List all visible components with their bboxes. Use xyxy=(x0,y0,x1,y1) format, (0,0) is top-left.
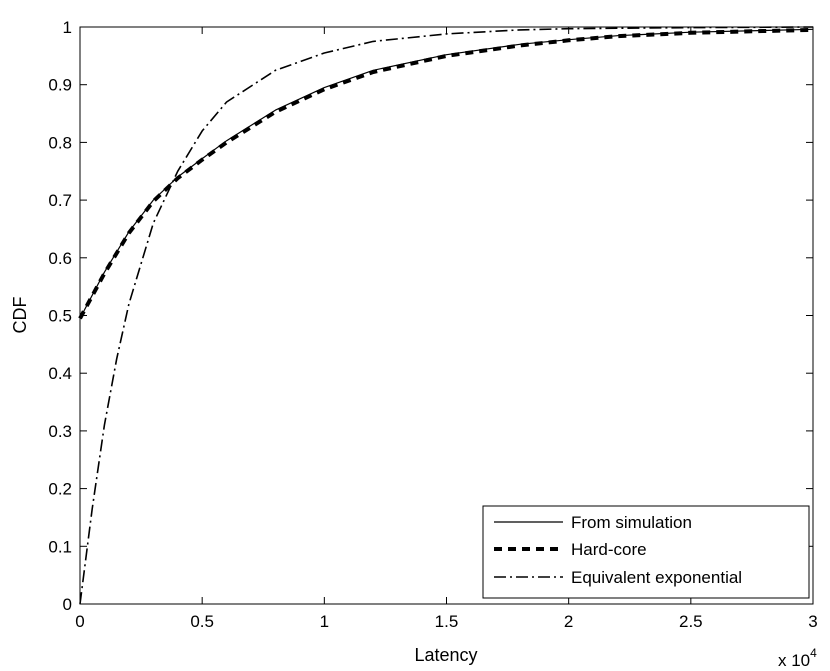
axis-ticks: 0 0.5 1 1.5 2 2.5 3 0 0.1 0.2 0.3 0.4 0.5 0.6 0.7 0.8 0.… xyxy=(48,18,817,631)
legend-label-hard-core: Hard-core xyxy=(571,540,647,559)
x-multiplier-label: x 104 xyxy=(778,646,817,670)
legend-label-from-simulation: From simulation xyxy=(571,513,692,532)
legend: From simulation Hard-core Equivalent exp… xyxy=(482,505,810,599)
x-tick-label: 3 xyxy=(808,612,817,631)
y-tick-label: 0.3 xyxy=(48,422,72,441)
y-tick-label: 0 xyxy=(63,595,72,614)
x-tick-label: 1 xyxy=(320,612,329,631)
y-tick-label: 0.6 xyxy=(48,249,72,268)
series-lines xyxy=(78,26,814,605)
legend-label-equivalent-exponential: Equivalent exponential xyxy=(571,568,742,587)
y-tick-label: 0.4 xyxy=(48,364,72,383)
x-axis-label: Latency xyxy=(414,645,477,665)
y-tick-label: 0.9 xyxy=(48,76,72,95)
x-tick-label: 0 xyxy=(75,612,84,631)
x-tick-label: 2 xyxy=(564,612,573,631)
series-line-equivalent-exponential xyxy=(79,26,814,605)
y-tick-label: 0.8 xyxy=(48,133,72,152)
y-tick-label: 0.2 xyxy=(48,480,72,499)
y-tick-label: 0.5 xyxy=(48,307,72,326)
y-tick-label: 1 xyxy=(63,18,72,37)
x-tick-label: 0.5 xyxy=(190,612,214,631)
y-tick-label: 0.7 xyxy=(48,191,72,210)
x-tick-label: 2.5 xyxy=(679,612,703,631)
x-tick-label: 1.5 xyxy=(435,612,459,631)
y-tick-label: 0.1 xyxy=(48,537,72,556)
legend-box xyxy=(482,505,810,599)
y-axis-label: CDF xyxy=(10,297,30,334)
